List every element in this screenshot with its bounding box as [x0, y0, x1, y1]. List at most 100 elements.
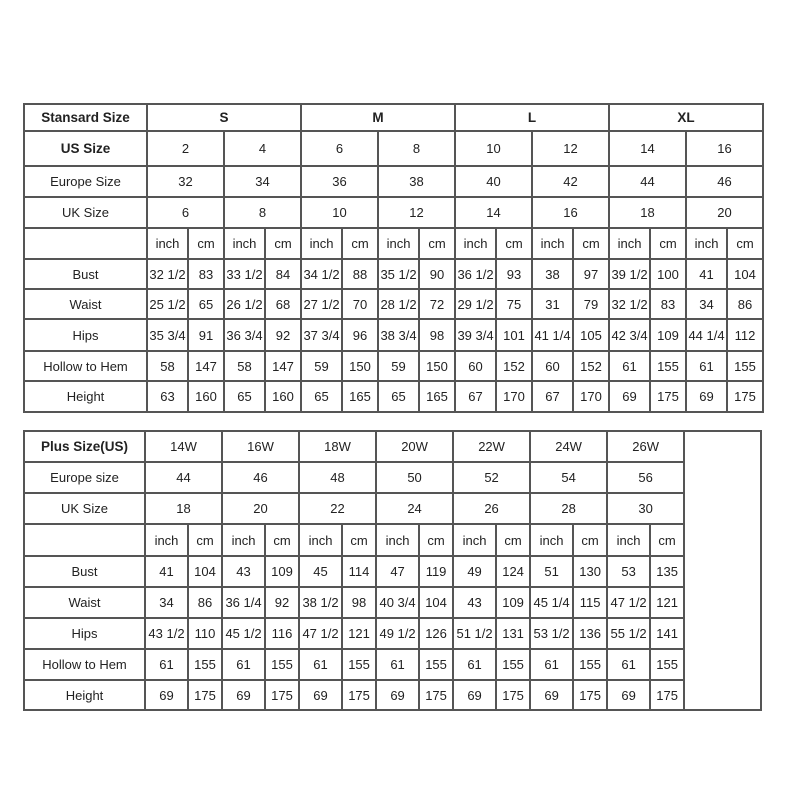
measurement-value: 65 [223, 380, 266, 413]
measurement-value: 65 [377, 380, 421, 413]
table-row: Waist 25 1/2 65 26 1/2 68 27 1/2 70 28 1/2 72 29 … [23, 288, 765, 320]
unit-inch: inch [300, 227, 344, 260]
measurement-value: 155 [726, 350, 765, 382]
measurement-value: 91 [187, 318, 225, 352]
measurement-value: 152 [495, 350, 534, 382]
measurement-value: 32 1/2 [146, 258, 189, 290]
us-size-cell: 14 [608, 130, 688, 167]
table-row: inch cm inch cm inch cm inch cm inch cm inch cm inch… [23, 227, 765, 260]
size-group-L: L [454, 103, 611, 132]
unit-cm: cm [572, 523, 609, 557]
measurement-value: 175 [341, 679, 378, 711]
unit-inch: inch [454, 227, 498, 260]
europe-size-cell: 36 [300, 165, 380, 198]
measurement-value: 58 [223, 350, 266, 382]
europe-size-cell: 34 [222, 165, 303, 198]
measurement-label: Hollow to Hem [23, 648, 146, 681]
measurement-value: 104 [418, 586, 455, 619]
unit-inch: inch [146, 227, 189, 260]
uk-size-cell: 12 [377, 196, 457, 229]
measurement-value: 109 [649, 318, 688, 352]
europe-size-cell: 44 [608, 165, 688, 198]
measurement-value: 93 [495, 258, 534, 290]
measurement-value: 26 1/2 [223, 288, 266, 320]
measurement-value: 126 [418, 617, 455, 650]
us-size-cell: 4 [222, 130, 303, 167]
measurement-value: 31 [531, 288, 575, 320]
uk-size-cell: 28 [529, 492, 609, 525]
europe-label: Europe Size [23, 165, 148, 198]
unit-inch: inch [606, 523, 652, 557]
us-size-cell: 2 [146, 130, 225, 167]
measurement-label: Hips [23, 318, 148, 352]
measurement-value: 84 [263, 258, 303, 290]
table-row: Stansard Size S M L XL [23, 103, 765, 132]
unit-cm: cm [572, 227, 611, 260]
europe-size-cell: 40 [454, 165, 534, 198]
uk-size-cell: 24 [375, 492, 455, 525]
measurement-value: 60 [531, 350, 575, 382]
measurement-value: 155 [495, 648, 532, 681]
measurement-value: 175 [186, 679, 224, 711]
us-size-cell: 16 [685, 130, 765, 167]
measurement-label: Height [23, 679, 146, 711]
measurement-value: 116 [264, 617, 301, 650]
us-size-cell: 10 [454, 130, 534, 167]
measurement-value: 41 [685, 258, 729, 290]
measurement-value: 100 [649, 258, 688, 290]
uk-size-cell: 10 [300, 196, 380, 229]
plus-size-18W: 18W [298, 430, 378, 463]
measurement-value: 121 [649, 586, 686, 619]
measurement-value: 61 [685, 350, 729, 382]
unit-inch: inch [144, 523, 189, 557]
unit-inch: inch [377, 227, 421, 260]
measurement-value: 40 3/4 [375, 586, 421, 619]
uk-size-cell: 30 [606, 492, 686, 525]
unit-inch: inch [531, 227, 575, 260]
measurement-value: 115 [572, 586, 609, 619]
measurement-value: 37 3/4 [300, 318, 344, 352]
unit-inch: inch [298, 523, 344, 557]
table-row: Europe Size 32 34 36 38 40 42 44 46 [23, 165, 765, 198]
europe-size-cell: 50 [375, 461, 455, 494]
measurement-value: 175 [649, 380, 688, 413]
measurement-value: 175 [649, 679, 686, 711]
measurement-value: 44 1/4 [685, 318, 729, 352]
us-size-cell: 6 [300, 130, 380, 167]
measurement-value: 170 [495, 380, 534, 413]
measurement-value: 39 1/2 [608, 258, 652, 290]
measurement-value: 109 [495, 586, 532, 619]
measurement-value: 34 [685, 288, 729, 320]
us-size-cell: 12 [531, 130, 611, 167]
measurement-value: 92 [264, 586, 301, 619]
measurement-value: 33 1/2 [223, 258, 266, 290]
measurement-value: 53 1/2 [529, 617, 575, 650]
measurement-value: 70 [341, 288, 380, 320]
plus-size-24W: 24W [529, 430, 609, 463]
measurement-value: 121 [341, 617, 378, 650]
measurement-value: 175 [264, 679, 301, 711]
plus-size-22W: 22W [452, 430, 532, 463]
table-row: Height 69 175 69 175 69 175 69 175 69 175 69 175 69 17… [23, 679, 761, 711]
measurement-value: 101 [495, 318, 534, 352]
measurement-value: 155 [649, 648, 686, 681]
unit-cm: cm [726, 227, 765, 260]
unit-cm: cm [264, 523, 301, 557]
unit-cm: cm [649, 523, 686, 557]
measurement-value: 60 [454, 350, 498, 382]
measurement-value: 35 1/2 [377, 258, 421, 290]
europe-size-cell: 54 [529, 461, 609, 494]
uk-label: UK Size [23, 492, 146, 525]
measurement-value: 69 [452, 679, 498, 711]
measurement-value: 41 [144, 555, 189, 588]
measurement-value: 51 1/2 [452, 617, 498, 650]
uk-size-cell: 20 [221, 492, 301, 525]
measurement-label: Bust [23, 258, 148, 290]
measurement-value: 175 [418, 679, 455, 711]
unit-cm: cm [649, 227, 688, 260]
measurement-value: 130 [572, 555, 609, 588]
unit-inch: inch [685, 227, 729, 260]
measurement-value: 96 [341, 318, 380, 352]
measurement-value: 124 [495, 555, 532, 588]
measurement-value: 36 3/4 [223, 318, 266, 352]
